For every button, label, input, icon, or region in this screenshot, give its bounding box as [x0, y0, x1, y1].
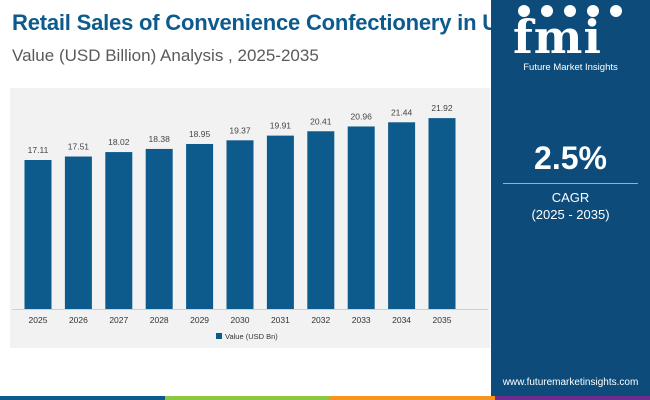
value-label-2027: 18.02: [108, 137, 130, 147]
x-tick-label-2029: 2029: [190, 315, 209, 325]
value-label-2035: 21.92: [431, 103, 453, 113]
value-label-2031: 19.91: [270, 121, 292, 131]
bar-2034: [388, 122, 416, 309]
cagr-range: (2025 - 2035): [531, 207, 610, 222]
bar-2030: [226, 140, 254, 309]
bar-2033: [347, 126, 375, 310]
x-tick-label-2035: 2035: [433, 315, 452, 325]
value-label-2033: 20.96: [351, 111, 373, 121]
x-tick-label-2025: 2025: [29, 315, 48, 325]
strip-segment-blue: [0, 396, 165, 400]
x-tick-label-2033: 2033: [352, 315, 371, 325]
bar-2031: [266, 135, 294, 309]
bar-chart: 17.11 2025 17.51 2026 18.02 2027 18.38 2028 18.9…: [12, 103, 488, 341]
x-tick-label-2032: 2032: [311, 315, 330, 325]
logo-subtext: Future Market Insights: [523, 62, 618, 73]
website-url[interactable]: www.futuremarketinsights.com: [502, 377, 639, 388]
divider: [503, 183, 638, 184]
sidebar-panel: fmi Future Market Insights 2.5% CAGR (20…: [491, 0, 650, 400]
bar-2032: [307, 131, 335, 309]
strip-segment-orange: [330, 396, 495, 400]
chart-subtitle: Value (USD Billion) Analysis , 2025-2035: [12, 46, 319, 65]
x-tick-label-2027: 2027: [109, 315, 128, 325]
value-label-2029: 18.95: [189, 129, 211, 139]
value-label-2025: 17.11: [28, 145, 49, 155]
bar-2028: [145, 148, 173, 309]
fmi-logo: fmi Future Market Insights: [491, 0, 650, 85]
x-tick-label-2034: 2034: [392, 315, 411, 325]
legend-swatch: [216, 333, 222, 339]
x-tick-label-2028: 2028: [150, 315, 169, 325]
bar-2035: [428, 118, 456, 309]
bar-2029: [186, 143, 214, 309]
cagr-value: 2.5%: [534, 140, 607, 176]
strip-segment-green: [165, 396, 330, 400]
value-label-2032: 20.41: [310, 116, 332, 126]
chart-title: Retail Sales of Convenience Confectioner…: [12, 10, 513, 35]
value-label-2028: 18.38: [149, 134, 171, 144]
x-tick-label-2030: 2030: [231, 315, 250, 325]
strip-segment-purple: [495, 396, 650, 400]
logo-icons: [518, 5, 622, 17]
legend-label: Value (USD Bn): [225, 332, 278, 341]
bottom-color-strip: [0, 396, 650, 400]
bar-2026: [64, 156, 92, 309]
x-tick-label-2031: 2031: [271, 315, 290, 325]
cagr-label: CAGR: [551, 190, 590, 205]
value-label-2034: 21.44: [391, 107, 413, 117]
logo-wordmark: fmi: [513, 10, 602, 64]
bar-2027: [105, 152, 133, 309]
x-tick-label-2026: 2026: [69, 315, 88, 325]
bar-2025: [24, 160, 52, 309]
value-label-2030: 19.37: [229, 125, 251, 135]
value-label-2026: 17.51: [68, 142, 90, 152]
